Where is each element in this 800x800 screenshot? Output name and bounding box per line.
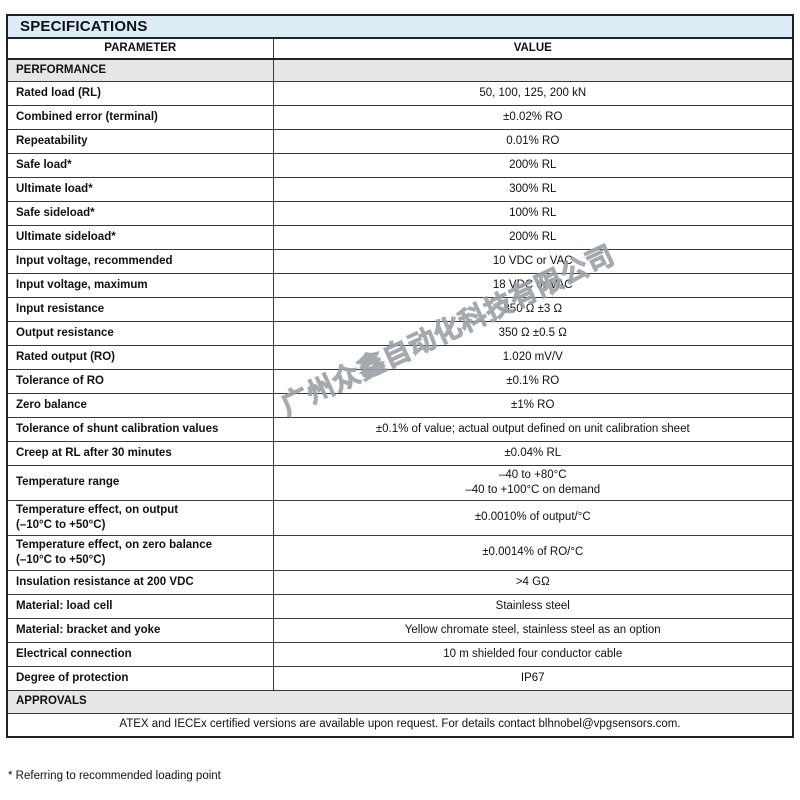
parameter-cell: Combined error (terminal) — [6, 104, 274, 130]
table-row: Rated load (RL) 50, 100, 125, 200 kN — [6, 80, 794, 106]
table-row: Insulation resistance at 200 VDC >4 GΩ — [6, 569, 794, 595]
table-row: Temperature effect, on output (–10°C to +… — [6, 499, 794, 536]
parameter-cell: Creep at RL after 30 minutes — [6, 440, 274, 466]
table-row: Input voltage, maximum 18 VDC or VAC — [6, 272, 794, 298]
value-cell: 10 m shielded four conductor cable — [272, 641, 794, 667]
parameter-cell: Electrical connection — [6, 641, 274, 667]
table-row: Output resistance 350 Ω ±0.5 Ω — [6, 320, 794, 346]
table-row: Ultimate sideload* 200% RL — [6, 224, 794, 250]
value-cell: ±1% RO — [272, 392, 794, 418]
parameter-cell: Safe load* — [6, 152, 274, 178]
parameter-cell: Degree of protection — [6, 665, 274, 691]
parameter-cell: Safe sideload* — [6, 200, 274, 226]
table-row: Repeatability 0.01% RO — [6, 128, 794, 154]
table-row: Degree of protection IP67 — [6, 665, 794, 691]
value-cell: 350 Ω ±3 Ω — [272, 296, 794, 322]
value-cell: 0.01% RO — [272, 128, 794, 154]
value-cell: ±0.02% RO — [272, 104, 794, 130]
value-cell: ±0.0010% of output/°C — [272, 499, 794, 536]
specifications-table: SPECIFICATIONS PARAMETER VALUE PERFORMAN… — [6, 14, 794, 738]
table-row: Safe load* 200% RL — [6, 152, 794, 178]
table-row: Rated output (RO) 1.020 mV/V — [6, 344, 794, 370]
value-cell: ±0.04% RL — [272, 440, 794, 466]
parameter-cell: Material: load cell — [6, 593, 274, 619]
performance-section-heading-spacer — [272, 58, 794, 82]
value-cell: –40 to +80°C –40 to +100°C on demand — [272, 464, 794, 501]
table-row: Combined error (terminal) ±0.02% RO — [6, 104, 794, 130]
table-row: Creep at RL after 30 minutes ±0.04% RL — [6, 440, 794, 466]
parameter-cell: Input voltage, maximum — [6, 272, 274, 298]
parameter-cell: Ultimate sideload* — [6, 224, 274, 250]
value-cell: Yellow chromate steel, stainless steel a… — [272, 617, 794, 643]
parameter-cell: Temperature effect, on output (–10°C to +… — [6, 499, 274, 536]
value-cell: 350 Ω ±0.5 Ω — [272, 320, 794, 346]
table-row: Input resistance 350 Ω ±3 Ω — [6, 296, 794, 322]
value-cell: 10 VDC or VAC — [272, 248, 794, 274]
table-row: Electrical connection 10 m shielded four … — [6, 641, 794, 667]
value-cell: ±0.1% of value; actual output defined on… — [272, 416, 794, 442]
value-cell: 300% RL — [272, 176, 794, 202]
parameter-cell: Temperature range — [6, 464, 274, 501]
value-cell: 50, 100, 125, 200 kN — [272, 80, 794, 106]
value-cell: Stainless steel — [272, 593, 794, 619]
value-cell: 18 VDC or VAC — [272, 272, 794, 298]
parameter-cell: Rated output (RO) — [6, 344, 274, 370]
parameter-cell: Input resistance — [6, 296, 274, 322]
value-cell: 200% RL — [272, 224, 794, 250]
parameter-cell: Insulation resistance at 200 VDC — [6, 569, 274, 595]
approvals-section-row: APPROVALS — [6, 689, 794, 714]
approvals-section-heading: APPROVALS — [6, 689, 794, 714]
parameter-cell: Material: bracket and yoke — [6, 617, 274, 643]
table-title: SPECIFICATIONS — [6, 14, 794, 39]
parameter-cell: Rated load (RL) — [6, 80, 274, 106]
parameter-cell: Zero balance — [6, 392, 274, 418]
parameter-cell: Temperature effect, on zero balance (–10°… — [6, 534, 274, 571]
parameter-cell: Ultimate load* — [6, 176, 274, 202]
approvals-note-row: ATEX and IECEx certified versions are av… — [6, 712, 794, 738]
value-cell: 1.020 mV/V — [272, 344, 794, 370]
value-cell: >4 GΩ — [272, 569, 794, 595]
value-cell: ±0.0014% of RO/°C — [272, 534, 794, 571]
value-cell: IP67 — [272, 665, 794, 691]
approvals-note: ATEX and IECEx certified versions are av… — [6, 712, 794, 738]
parameter-cell: Input voltage, recommended — [6, 248, 274, 274]
table-row: Input voltage, recommended 10 VDC or VAC — [6, 248, 794, 274]
table-row: Tolerance of shunt calibration values ±0.… — [6, 416, 794, 442]
table-row: Zero balance ±1% RO — [6, 392, 794, 418]
parameter-cell: Tolerance of shunt calibration values — [6, 416, 274, 442]
parameter-column-header: PARAMETER — [6, 37, 274, 60]
table-row: Tolerance of RO ±0.1% RO — [6, 368, 794, 394]
table-row: Safe sideload* 100% RL — [6, 200, 794, 226]
column-header-row: PARAMETER VALUE — [6, 37, 794, 60]
table-row: Material: load cell Stainless steel — [6, 593, 794, 619]
table-row: Temperature effect, on zero balance (–10°… — [6, 534, 794, 571]
performance-section-row: PERFORMANCE — [6, 58, 794, 82]
table-title-row: SPECIFICATIONS — [6, 14, 794, 39]
performance-section-heading: PERFORMANCE — [6, 58, 274, 82]
table-row: Ultimate load* 300% RL — [6, 176, 794, 202]
parameter-cell: Tolerance of RO — [6, 368, 274, 394]
value-column-header: VALUE — [272, 37, 794, 60]
footnote: * Referring to recommended loading point — [8, 770, 221, 782]
parameter-cell: Output resistance — [6, 320, 274, 346]
parameter-cell: Repeatability — [6, 128, 274, 154]
table-row: Material: bracket and yoke Yellow chromat… — [6, 617, 794, 643]
value-cell: 200% RL — [272, 152, 794, 178]
value-cell: ±0.1% RO — [272, 368, 794, 394]
value-cell: 100% RL — [272, 200, 794, 226]
table-row: Temperature range –40 to +80°C –40 to +100… — [6, 464, 794, 501]
